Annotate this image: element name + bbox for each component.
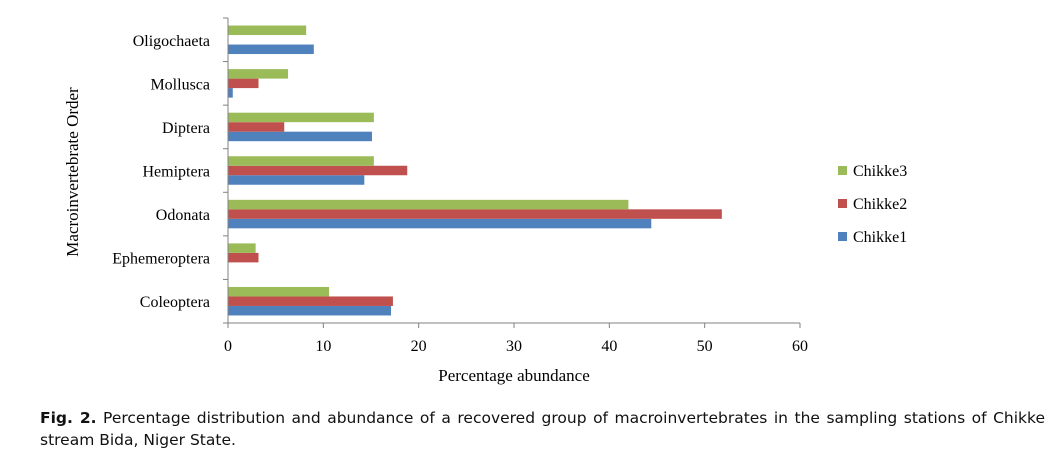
bar-chikke2 [228,296,393,306]
category-label: Ephemeroptera [112,251,210,268]
bar-chikke3 [228,112,374,123]
bar-chikke3 [228,25,307,36]
caption-label: Fig. 2. [40,409,97,427]
legend-swatch-chikke2 [838,199,847,208]
legend-label-chikke1: Chikke1 [853,229,907,246]
category-label: Diptera [162,120,210,137]
legend-swatch-chikke1 [838,232,847,241]
bar-chikke1 [228,88,233,98]
x-tick-label: 30 [506,338,522,355]
bars-group [228,25,722,316]
bar-chikke2 [228,252,259,263]
x-tick-label: 60 [792,338,808,355]
bar-chikke1 [228,305,392,316]
bar-chikke1 [228,218,652,229]
bar-chikke3 [228,69,289,79]
bar-chikke3 [228,156,374,166]
bar-chart: 0 10 20 30 40 50 60 Coleoptera Ephemeroptera Odo… [63,17,907,385]
legend-label-chikke2: Chikke2 [853,196,907,213]
bar-chikke2 [228,78,259,89]
bar-chikke2 [228,165,408,176]
figure-caption: Fig. 2. Percentage distribution and abun… [40,407,1045,451]
bar-chikke2 [228,122,285,132]
bar-chikke3 [228,286,330,297]
bar-chikke2 [228,209,722,219]
bar-chikke1 [228,175,365,185]
bar-chikke1 [228,131,372,142]
category-label: Hemiptera [142,164,210,181]
x-tick-label: 50 [697,338,713,355]
x-tick-label: 40 [601,338,617,355]
legend-label-chikke3: Chikke3 [853,163,907,180]
x-axis-title: Percentage abundance [438,366,590,385]
category-label: Mollusca [150,76,210,93]
legend-swatch-chikke3 [838,166,847,175]
category-label: Odonata [156,207,210,224]
category-labels: Coleoptera Ephemeroptera Odonata Hemiptera D… [112,17,228,324]
legend: Chikke3 Chikke2 Chikke1 [838,163,907,246]
x-ticks: 0 10 20 30 40 50 60 [224,323,808,355]
category-label: Coleoptera [140,294,210,311]
x-tick-label: 0 [224,338,232,355]
caption-text: Percentage distribution and abundance of… [40,409,1045,449]
x-tick-label: 20 [411,338,427,355]
category-label: Oligochaeta [133,33,210,50]
bar-chikke3 [228,243,256,253]
bar-chikke1 [228,44,314,55]
y-axis-title: Macroinvertebrate Order [63,87,82,257]
x-tick-label: 10 [315,338,331,355]
bar-chikke3 [228,199,629,210]
